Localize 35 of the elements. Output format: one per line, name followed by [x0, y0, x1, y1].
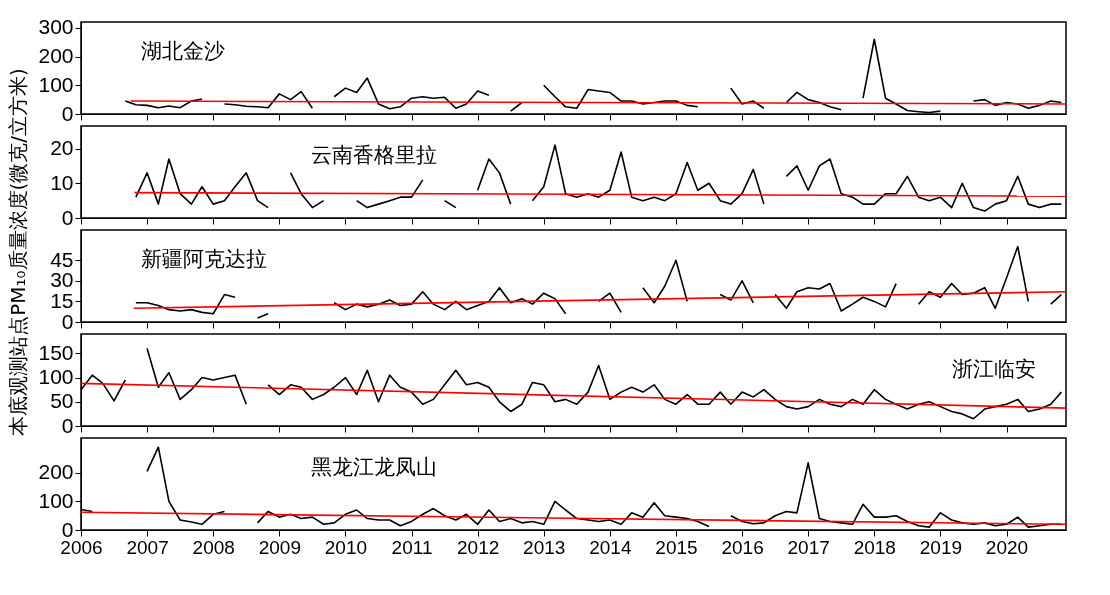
x-tick-label: 2010 [324, 536, 368, 558]
y-tick-label: 50 [50, 389, 74, 413]
x-tick-label: 2019 [919, 536, 963, 558]
y-tick-label: 100 [38, 72, 74, 96]
y-tick-label: 150 [38, 340, 74, 364]
x-tick-label: 2013 [523, 536, 566, 558]
x-tick-label: 2018 [853, 536, 896, 558]
y-tick-label: 0 [61, 309, 74, 333]
y-tick-label: 45 [50, 247, 74, 271]
x-tick-label: 2017 [787, 536, 830, 558]
series-label: 黑龙江龙凤山 [311, 455, 437, 479]
y-tick-label: 0 [61, 205, 74, 229]
y-tick-label: 200 [38, 460, 74, 484]
x-tick-label: 2009 [258, 536, 301, 558]
series-label: 新疆阿克达拉 [141, 247, 267, 271]
y-tick-label: 100 [38, 365, 74, 389]
y-tick-label: 0 [61, 101, 74, 125]
y-tick-label: 200 [38, 44, 74, 67]
y-axis-title: 本底观测站点PM₁₀质量浓度(微克/立方米) [6, 68, 30, 436]
y-tick-label: 300 [38, 15, 74, 39]
x-tick-label: 2014 [589, 536, 632, 558]
y-tick-label: 10 [50, 170, 74, 194]
x-tick-label: 2007 [126, 536, 169, 558]
x-tick-label: 2008 [192, 536, 235, 558]
x-tick-label: 2016 [721, 536, 764, 558]
x-tick-label: 2012 [457, 536, 500, 558]
series-label: 云南香格里拉 [311, 143, 437, 167]
x-tick-label: 2015 [655, 536, 698, 558]
x-tick-label: 2020 [985, 536, 1029, 558]
x-tick-label: 2011 [391, 536, 433, 558]
y-tick-label: 100 [38, 488, 74, 512]
series-label: 浙江临安 [952, 357, 1036, 381]
y-tick-label: 20 [50, 136, 74, 160]
y-tick-label: 0 [61, 413, 74, 437]
series-label: 湖北金沙 [141, 39, 225, 63]
